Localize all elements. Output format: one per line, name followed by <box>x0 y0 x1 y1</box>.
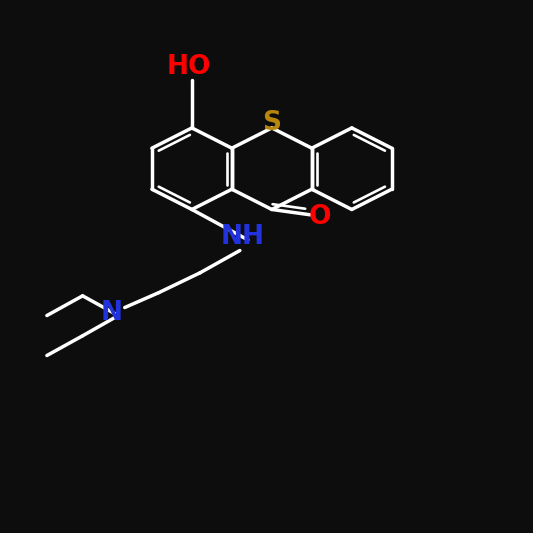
Text: N: N <box>101 300 123 326</box>
Text: HO: HO <box>167 54 212 79</box>
Text: O: O <box>309 205 331 230</box>
Text: S: S <box>262 110 281 135</box>
Text: NH: NH <box>221 224 264 250</box>
